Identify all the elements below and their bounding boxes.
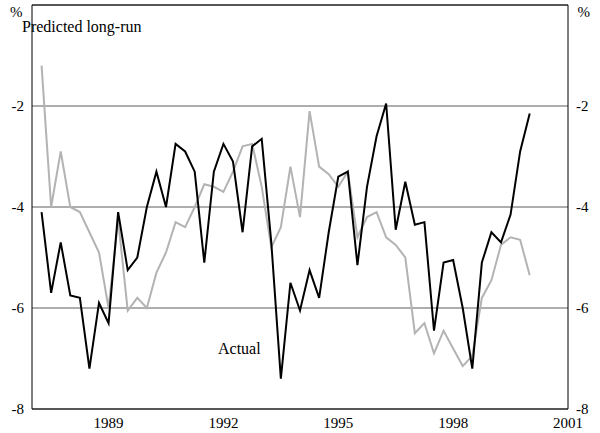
svg-text:1995: 1995 [323, 415, 353, 431]
svg-text:1989: 1989 [94, 415, 124, 431]
svg-text:-4: -4 [12, 199, 25, 215]
svg-text:-2: -2 [12, 98, 25, 114]
svg-text:-8: -8 [576, 401, 589, 417]
svg-text:-4: -4 [576, 199, 589, 215]
svg-text:2001: 2001 [553, 414, 583, 431]
svg-text:-6: -6 [12, 300, 25, 316]
svg-text:1998: 1998 [438, 415, 468, 431]
svg-text:-8: -8 [12, 401, 25, 417]
svg-text:-6: -6 [576, 300, 589, 316]
svg-text:1992: 1992 [208, 415, 238, 431]
html-text:Actual: Actual [218, 340, 261, 357]
svg-text:-2: -2 [576, 98, 589, 114]
html-text:Predicted long-run: Predicted long-run [22, 18, 142, 35]
